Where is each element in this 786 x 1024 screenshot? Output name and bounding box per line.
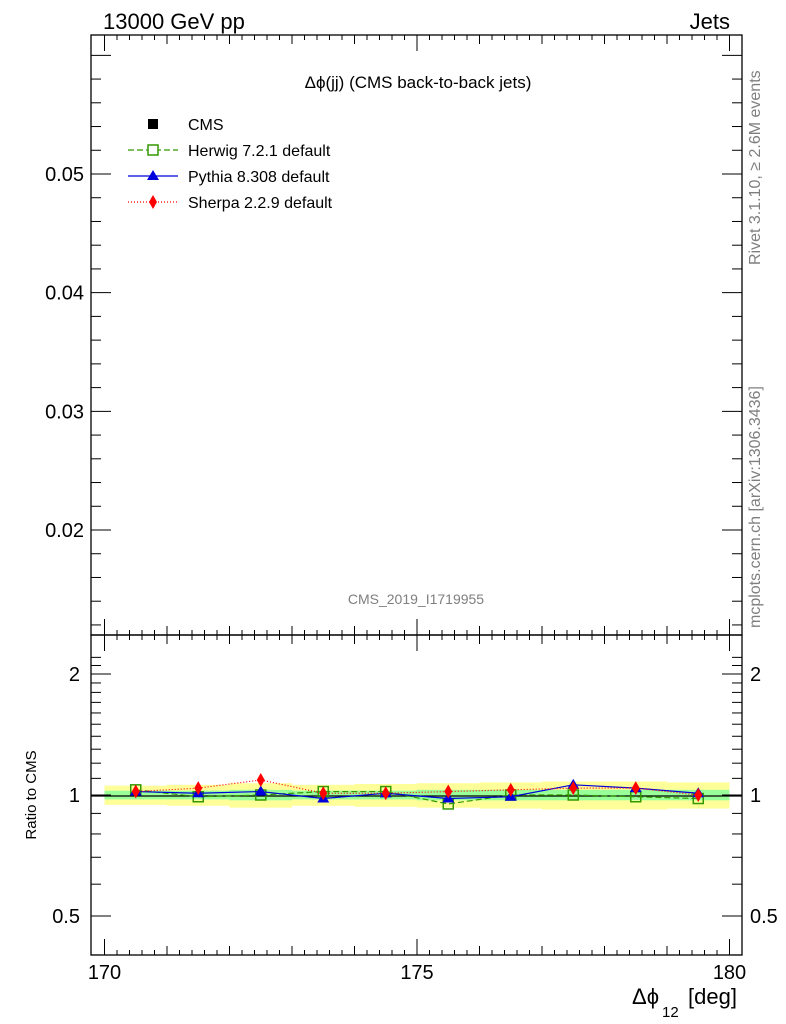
legend-entry-herwig: Herwig 7.2.1 default (128, 143, 331, 160)
ratio-axis-label: Ratio to CMS (23, 750, 40, 839)
ratio-line-series-1 (135, 784, 699, 800)
main-y-tick-label: 0.03 (45, 401, 84, 423)
ratio-line-series-0 (135, 789, 699, 805)
x-axis-label-symbol: Δϕ (632, 984, 659, 1009)
ratio-y-tick-label-right: 0.5 (750, 906, 778, 928)
ratio-point-sherpa (381, 786, 390, 801)
x-axis-label-unit: [deg] (688, 984, 737, 1009)
ratio-series-group (129, 772, 705, 810)
legend-label-herwig: Herwig 7.2.1 default (188, 143, 331, 160)
ratio-point-sherpa (256, 772, 265, 787)
header-energy: 13000 GeV pp (103, 9, 245, 34)
legend-entry-cms: CMS (148, 117, 224, 134)
legend-label-sherpa: Sherpa 2.2.9 default (188, 195, 333, 212)
ratio-point-sherpa (694, 788, 703, 802)
x-tick-label: 180 (713, 962, 746, 984)
header-process: Jets (690, 9, 730, 34)
legend-marker-herwig (147, 144, 159, 156)
ratio-point-pythia (254, 785, 267, 796)
x-tick-label: 170 (88, 962, 121, 984)
axis-tick-labels: 170 175 180 0.02 0.03 0.04 0.05 0.5 0.5 1 1 2 2 (45, 164, 778, 984)
legend-entry-pythia: Pythia 8.308 default (128, 169, 330, 186)
source-label: mcplots.cern.ch [arXiv:1306.3436] (747, 386, 764, 628)
plot-title: Δϕ(jj) (CMS back-to-back jets) (305, 73, 532, 92)
legend-entry-sherpa: Sherpa 2.2.9 default (128, 195, 333, 212)
axis-ticks (91, 35, 742, 956)
x-axis-label: Δϕ 12 [deg] (632, 984, 737, 1021)
legend-marker-cms (148, 119, 158, 129)
x-tick-label: 175 (400, 962, 433, 984)
legend-label-pythia: Pythia 8.308 default (188, 169, 330, 186)
ratio-point-sherpa (131, 784, 140, 799)
legend: CMS Herwig 7.2.1 default Pythia 8.308 de… (128, 117, 333, 212)
main-y-tick-label: 0.05 (45, 164, 84, 186)
legend-marker-pythia (147, 170, 159, 180)
ratio-y-tick-label-left: 0.5 (52, 906, 80, 928)
legend-label-cms: CMS (188, 117, 224, 134)
ratio-point-sherpa (444, 784, 453, 799)
ratio-y-tick-label-left: 2 (69, 664, 80, 686)
ratio-point-sherpa (631, 781, 640, 796)
x-axis-label-subscript: 12 (662, 1004, 679, 1021)
ratio-point-sherpa (569, 781, 578, 796)
ratio-point-sherpa (194, 781, 203, 796)
ratio-y-tick-label-right: 2 (750, 664, 761, 686)
ratio-y-tick-label-left: 1 (69, 785, 80, 807)
rivet-version-label: Rivet 3.1.10, ≥ 2.6M events (747, 70, 764, 265)
ratio-y-tick-label-right: 1 (750, 785, 761, 807)
ratio-point-sherpa (506, 782, 515, 797)
analysis-watermark: CMS_2019_I1719955 (348, 591, 484, 607)
main-y-tick-label: 0.04 (45, 283, 84, 305)
ratio-point-sherpa (319, 786, 328, 801)
main-y-tick-label: 0.02 (45, 520, 84, 542)
legend-marker-sherpa (149, 195, 157, 209)
